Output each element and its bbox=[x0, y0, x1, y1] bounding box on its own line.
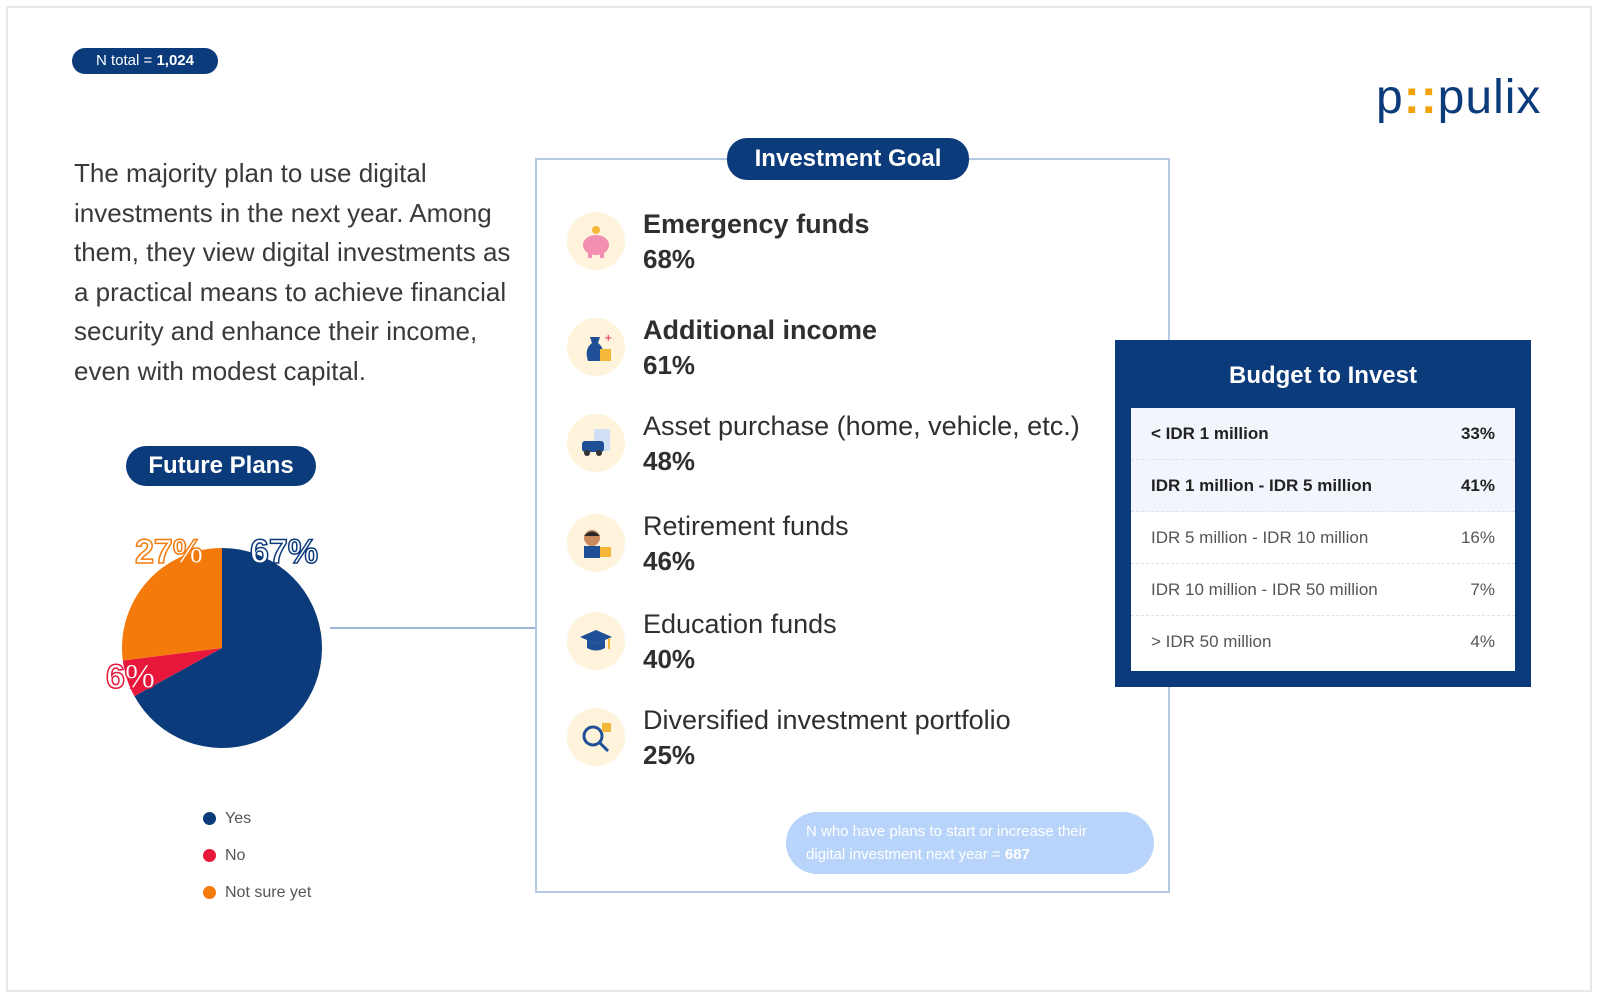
budget-row: IDR 1 million - IDR 5 million 41% bbox=[1131, 460, 1515, 512]
pie-data-label: 27% bbox=[135, 533, 203, 571]
future-plans-title: Future Plans bbox=[126, 446, 316, 486]
budget-row: > IDR 50 million 4% bbox=[1151, 632, 1495, 651]
pie-slice-no bbox=[122, 648, 222, 697]
budget-row: IDR 5 million - IDR 10 million 16% bbox=[1131, 512, 1515, 564]
goal-label: Asset purchase (home, vehicle, etc.) bbox=[643, 411, 1080, 441]
page-frame bbox=[6, 6, 1592, 992]
piggy-bank-icon bbox=[567, 212, 625, 270]
goal-value: 48% bbox=[643, 446, 696, 476]
legend-item-yes: Yes bbox=[203, 800, 311, 837]
goal-label: Additional income bbox=[643, 315, 878, 345]
legend-item-not-sure: Not sure yet bbox=[203, 874, 311, 911]
intro-text: The majority plan to use digital investm… bbox=[74, 158, 511, 386]
goal-label: Retirement funds bbox=[643, 511, 849, 541]
legend-dot-no bbox=[203, 849, 216, 862]
n-total-badge: N total = 1,024 bbox=[72, 48, 218, 74]
populix-logo: p::pulix bbox=[1376, 71, 1542, 124]
goal-value: 40% bbox=[643, 644, 696, 674]
legend-label: Not sure yet bbox=[225, 883, 312, 901]
connector-line bbox=[330, 627, 537, 629]
n-total-value: 1,024 bbox=[156, 52, 194, 69]
magnifier-chart-icon bbox=[567, 708, 625, 766]
legend-dot-not-sure bbox=[203, 886, 216, 899]
pie-data-label: 67% bbox=[250, 533, 318, 571]
future-plans-pie-chart: 67% 6% 27% bbox=[100, 520, 350, 790]
note-line-2: digital investment next year = bbox=[806, 846, 1001, 863]
goal-value: 68% bbox=[643, 244, 696, 274]
goal-label: Emergency funds bbox=[643, 209, 870, 239]
n-total-label: N total = bbox=[96, 52, 153, 69]
elderly-icon bbox=[567, 514, 625, 572]
legend-label: Yes bbox=[225, 809, 252, 827]
budget-row: < IDR 1 million 33% bbox=[1131, 408, 1515, 460]
car-icon bbox=[567, 414, 625, 472]
pie-data-label: 6% bbox=[106, 658, 155, 696]
goal-value: 46% bbox=[643, 546, 696, 576]
pie-legend: Yes No Not sure yet bbox=[203, 800, 311, 911]
goal-value: 25% bbox=[643, 740, 696, 770]
goal-label: Diversified investment portfolio bbox=[643, 705, 1011, 735]
pie-svg: 67% 6% 27% bbox=[105, 532, 323, 748]
note-line-1: N who have plans to start or increase th… bbox=[806, 823, 1087, 840]
goal-label: Education funds bbox=[643, 609, 837, 639]
budget-title: Budget to Invest bbox=[1228, 362, 1417, 389]
legend-label: No bbox=[225, 846, 246, 864]
respondent-note: N who have plans to start or increase th… bbox=[786, 812, 1154, 874]
legend-item-no: No bbox=[203, 837, 311, 874]
budget-panel: Budget to Invest < IDR 1 million 33% IDR … bbox=[1115, 340, 1531, 687]
investment-goal-title: Investment Goal bbox=[727, 138, 969, 180]
svg-text:+: + bbox=[604, 333, 612, 344]
legend-dot-yes bbox=[203, 812, 216, 825]
money-bag-icon: + bbox=[567, 318, 625, 376]
pie-slice-not-sure-yet bbox=[122, 548, 222, 661]
budget-table: < IDR 1 million 33% IDR 1 million - IDR 5… bbox=[1131, 408, 1515, 671]
goal-value: 61% bbox=[643, 350, 696, 380]
pie-slice-yes bbox=[134, 548, 323, 748]
note-value: 687 bbox=[1004, 846, 1030, 863]
budget-row: IDR 10 million - IDR 50 million 7% bbox=[1131, 564, 1515, 616]
graduation-cap-icon bbox=[567, 612, 625, 670]
